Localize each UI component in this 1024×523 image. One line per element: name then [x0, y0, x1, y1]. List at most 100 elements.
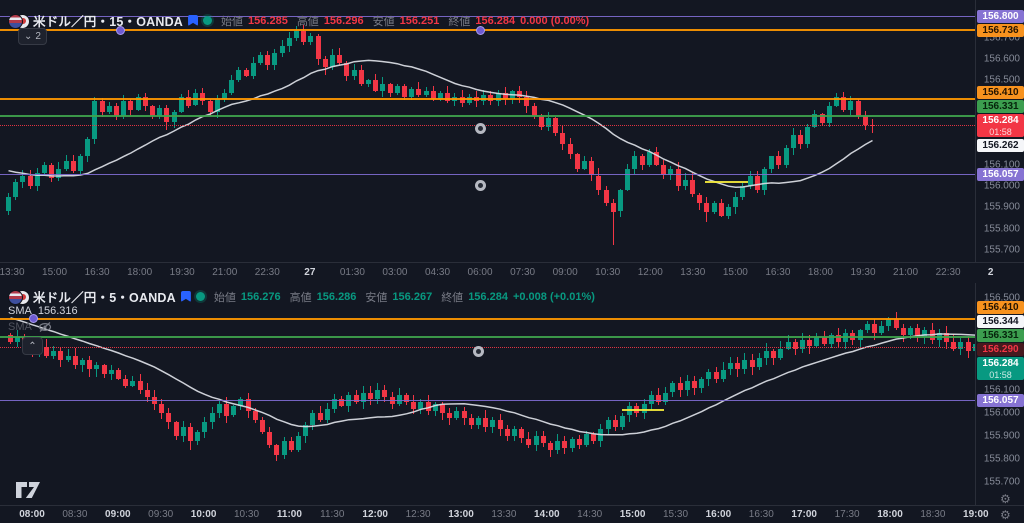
candle [274, 445, 280, 455]
time-label: 12:30 [405, 509, 431, 520]
open-label: 始値 [213, 291, 236, 304]
candle [605, 420, 611, 430]
horizontal-line[interactable] [705, 180, 748, 183]
candle [519, 429, 525, 439]
candle [713, 371, 719, 379]
horizontal-line[interactable] [0, 399, 975, 401]
horizontal-line[interactable] [0, 98, 975, 101]
lock-marker-icon[interactable] [474, 179, 486, 191]
price-badge: 156.736 [977, 23, 1024, 37]
price-badge: 156.410 [977, 86, 1024, 100]
line-anchor-handle[interactable] [475, 25, 485, 35]
price-badge: 156.290 [977, 343, 1024, 357]
candle [58, 351, 64, 361]
chart-plot-5m[interactable] [0, 283, 975, 505]
candle [690, 179, 695, 195]
time-axis-gear-icon[interactable]: ⚙ [1000, 508, 1011, 522]
indicator-row-sma[interactable]: SMA 156.316 [8, 305, 78, 317]
candle [267, 431, 273, 446]
candle [742, 360, 748, 370]
symbol-title-5m[interactable]: 米ドル／円・5・OANDA [33, 291, 176, 305]
legend-15m[interactable]: 米ドル／円・15・OANDA 始値 156.285 高値 156.296 安値 … [8, 11, 589, 30]
candle [618, 190, 623, 212]
indicator-value: 156.316 [37, 305, 78, 317]
candle [245, 399, 251, 411]
lock-marker-icon[interactable] [472, 345, 484, 357]
candle [236, 69, 242, 81]
candle [692, 381, 697, 388]
candle [101, 364, 107, 375]
candle [317, 413, 323, 421]
candle [769, 156, 775, 170]
candle [821, 337, 827, 345]
close-label: 終値 [448, 15, 471, 28]
candle [315, 35, 321, 59]
candle [296, 436, 301, 450]
tradingview-logo[interactable] [14, 476, 52, 505]
candle [252, 410, 258, 421]
candle [733, 196, 739, 208]
candle [353, 394, 359, 402]
symbol-title-15m[interactable]: 米ドル／円・15・OANDA [33, 15, 184, 29]
horizontal-line[interactable] [0, 114, 975, 117]
eye-off-icon[interactable] [38, 321, 52, 333]
low-value: 156.251 [399, 14, 440, 27]
candle [682, 179, 688, 187]
candle [632, 156, 638, 170]
candle [646, 152, 652, 165]
horizontal-line[interactable] [0, 125, 975, 127]
candle [756, 358, 762, 368]
candle [27, 175, 33, 187]
horizontal-line[interactable] [0, 317, 975, 320]
horizontal-line[interactable] [0, 29, 975, 31]
time-axis-15m[interactable]: 13:30 15:00 16:30 18:00 19:30 21:00 22:30 27 01:… [0, 262, 1024, 283]
candle [51, 351, 57, 356]
candle [144, 390, 150, 398]
price-tick: 155.900 [983, 430, 1020, 442]
flag-icon[interactable] [188, 15, 199, 26]
candle [584, 433, 589, 446]
flag-icon[interactable] [180, 291, 191, 302]
chart-plot-15m[interactable] [0, 8, 975, 262]
time-label: 18:00 [807, 267, 833, 278]
candle [358, 69, 364, 85]
chevron-down-icon: ⌄ [24, 31, 33, 42]
panel-expand-button[interactable]: ⌃ [22, 337, 43, 355]
horizontal-line[interactable] [622, 409, 664, 412]
high-label: 高値 [296, 15, 319, 28]
time-label: 09:30 [148, 509, 174, 520]
time-label: 14:30 [577, 509, 603, 520]
candle [209, 413, 215, 423]
horizontal-line[interactable] [0, 336, 975, 339]
price-scale[interactable]: 156.700 156.600 156.500 156.100 156.000 155.9… [975, 0, 1024, 523]
candle [461, 410, 467, 418]
candle [409, 88, 415, 98]
price-tick: 156.000 [983, 180, 1020, 192]
time-label: 16:30 [748, 509, 774, 520]
candle [402, 86, 407, 97]
line-anchor-handle[interactable] [115, 25, 125, 35]
candle [70, 160, 76, 172]
price-tick: 155.900 [983, 201, 1020, 213]
change-value: 0.000 (0.00%) [520, 14, 590, 27]
time-label: 08:30 [62, 509, 88, 520]
lock-marker-icon[interactable] [474, 123, 486, 135]
indicator-collapse-badge[interactable]: ⌄ 2 [18, 28, 47, 45]
price-badge: 156.344 [977, 315, 1024, 329]
time-label: 09:00 [552, 267, 578, 278]
time-axis-5m[interactable]: 08:00 08:30 09:00 09:30 10:00 10:30 11:00 11:30… [0, 505, 1024, 523]
candle [654, 152, 659, 165]
candle [394, 86, 400, 93]
candle [908, 328, 913, 335]
candle [260, 420, 265, 432]
time-label: 04:30 [424, 267, 451, 278]
candle [706, 371, 712, 379]
horizontal-line[interactable] [0, 347, 975, 349]
horizontal-line[interactable] [0, 173, 975, 175]
legend-5m[interactable]: 米ドル／円・5・OANDA 始値 156.276 高値 156.286 安値 1… [8, 287, 595, 306]
time-label: 14:00 [534, 509, 560, 520]
price-scale-gear-icon[interactable]: ⚙ [1000, 492, 1011, 506]
candle [301, 31, 307, 42]
indicator-row-sma-hidden[interactable]: SMA [8, 321, 52, 333]
horizontal-line[interactable] [0, 16, 975, 17]
